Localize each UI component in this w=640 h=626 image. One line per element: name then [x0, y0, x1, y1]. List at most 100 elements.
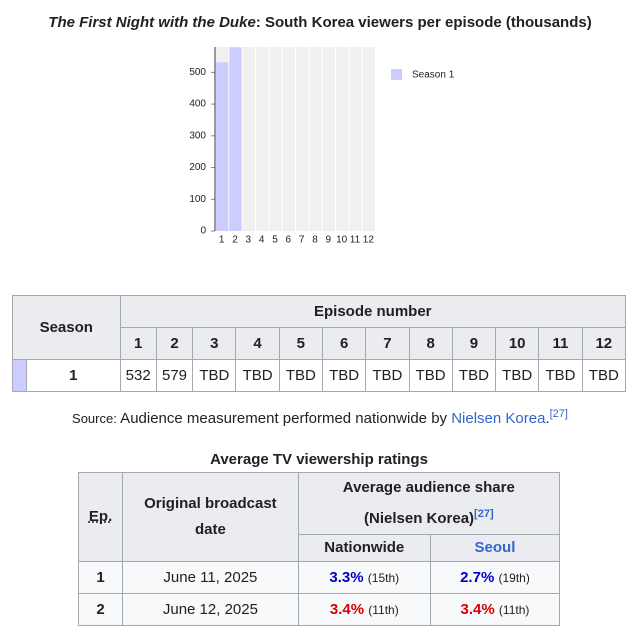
viewers-cell: TBD [538, 359, 583, 392]
viewers-cell: 532 [119, 359, 157, 392]
share-value: 3.3% [329, 569, 364, 586]
viewers-cell: 579 [155, 359, 194, 392]
season-color [12, 359, 27, 392]
episode-header: 3 [192, 327, 237, 360]
share-rank: (15th) [367, 571, 400, 585]
header-season: Season [12, 295, 121, 360]
y-tick-label: 200 [189, 162, 206, 173]
x-tick-label: 7 [299, 235, 305, 246]
y-tick-label: 0 [200, 226, 206, 237]
x-tick-label: 4 [259, 235, 265, 246]
viewers-cell: TBD [321, 359, 367, 392]
nationwide-cell: 3.4% (11th) [297, 593, 431, 626]
ep-cell: 2 [77, 593, 124, 626]
episode-header: 8 [408, 327, 453, 360]
episode-header: 1 [119, 327, 157, 360]
y-tick-label: 100 [189, 194, 206, 205]
source-ref[interactable]: [27] [549, 408, 568, 420]
legend-label: Season 1 [412, 70, 455, 81]
plot-band [256, 47, 269, 231]
y-tick-label: 300 [189, 130, 206, 141]
plot-band [309, 47, 322, 231]
source-label: Source: [72, 411, 117, 426]
share-rank: (11th) [368, 603, 399, 617]
plot-band [349, 47, 362, 231]
y-tick-label: 400 [189, 99, 206, 110]
share-value: 2.7% [460, 569, 495, 586]
episode-header: 7 [365, 327, 410, 360]
episode-header: 5 [278, 327, 323, 360]
plot-band [362, 47, 375, 231]
ep-abbr: Ep. [88, 508, 113, 525]
plot-band [282, 47, 295, 231]
season-cell: 1 [26, 359, 121, 392]
viewers-cell: TBD [278, 359, 323, 392]
chart-title: The First Night with the Duke: South Kor… [0, 14, 640, 31]
viewers-cell: TBD [365, 359, 410, 392]
plot-band [269, 47, 282, 231]
x-tick-label: 6 [286, 235, 292, 246]
bar [229, 47, 242, 231]
x-tick-label: 8 [312, 235, 318, 246]
date-cell: June 12, 2025 [122, 593, 299, 626]
viewers-cell: TBD [495, 359, 540, 392]
header-seoul: Seoul [429, 534, 561, 562]
share-rank: (11th) [498, 603, 530, 617]
viewers-cell: TBD [581, 359, 627, 392]
episode-header: 9 [451, 327, 497, 360]
viewers-table: Season Episode number 1 2 3 4 5 6 7 8 9 10 11 12 1 53… [12, 295, 627, 392]
plot-band [322, 47, 335, 231]
share-text: Average audience share (Nielsen Korea) [342, 479, 515, 527]
ratings-caption: Average TV viewership ratings [210, 451, 428, 468]
x-tick-label: 5 [272, 235, 278, 246]
episode-header: 11 [538, 327, 583, 360]
y-tick-label: 500 [189, 67, 206, 78]
share-ref[interactable]: [27] [474, 508, 494, 520]
episode-header: 10 [495, 327, 540, 360]
episode-header: 2 [155, 327, 194, 360]
title-text: : South Korea viewers per episode (thous… [255, 14, 592, 31]
x-tick-label: 12 [363, 235, 375, 246]
x-tick-label: 11 [350, 235, 361, 246]
nationwide-cell: 3.3% (15th) [297, 561, 431, 594]
header-ep: Ep. [77, 472, 124, 562]
seoul-cell: 2.7% (19th) [429, 561, 561, 594]
share-rank: (19th) [498, 571, 530, 585]
title-work: The First Night with the Duke [48, 14, 256, 31]
ratings-table: Ep. Original broadcast date Average audien… [77, 472, 561, 626]
episode-header: 4 [235, 327, 280, 360]
viewers-cell: TBD [235, 359, 280, 392]
bar [216, 62, 229, 231]
legend-swatch [391, 69, 402, 80]
x-tick-label: 3 [246, 235, 252, 246]
plot-band [296, 47, 309, 231]
viewers-cell: TBD [192, 359, 237, 392]
header-episode-number: Episode number [119, 295, 627, 328]
viewers-cell: TBD [451, 359, 497, 392]
seoul-link[interactable]: Seoul [474, 539, 516, 556]
plot-band [336, 47, 349, 231]
ratings-row: 2 June 12, 2025 3.4% (11th) 3.4% (11th) [77, 593, 561, 626]
episode-header: 12 [581, 327, 627, 360]
share-value: 3.4% [329, 601, 365, 618]
x-tick-label: 1 [219, 235, 225, 246]
share-value: 3.4% [460, 601, 495, 618]
plot-band [242, 47, 255, 231]
header-share: Average audience share (Nielsen Korea)[2… [297, 472, 561, 535]
seoul-cell: 3.4% (11th) [429, 593, 561, 626]
date-cell: June 11, 2025 [122, 561, 299, 594]
source-text: Audience measurement performed nationwid… [116, 410, 452, 427]
x-tick-label: 10 [336, 235, 348, 246]
source-link[interactable]: Nielsen Korea [451, 410, 546, 427]
source: Source: Audience measurement performed n… [0, 408, 640, 427]
viewers-cell: TBD [408, 359, 453, 392]
episode-header: 6 [321, 327, 367, 360]
header-nationwide: Nationwide [297, 534, 431, 562]
ratings-row: 1 June 11, 2025 3.3% (15th) 2.7% (19th) [77, 561, 561, 594]
header-date: Original broadcast date [122, 472, 299, 562]
x-tick-label: 2 [232, 235, 238, 246]
x-tick-label: 9 [326, 235, 332, 246]
ep-cell: 1 [77, 561, 124, 594]
